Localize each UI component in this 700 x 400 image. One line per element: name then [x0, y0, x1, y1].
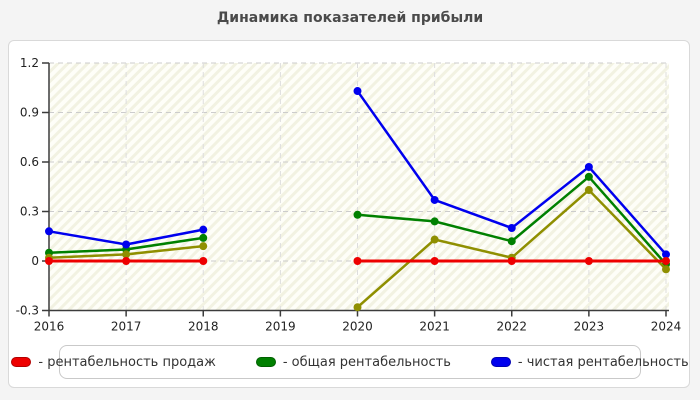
legend-label: - чистая рентабельность	[517, 354, 689, 370]
legend-item: - общая рентабельность	[255, 354, 451, 370]
y-tick-label: 0.3	[20, 205, 39, 219]
x-tick-label: 2020	[342, 320, 373, 334]
x-tick-label: 2017	[111, 320, 142, 334]
data-point	[662, 257, 670, 265]
data-point	[199, 257, 208, 265]
legend-label: - общая рентабельность	[282, 354, 451, 370]
data-point	[45, 227, 53, 236]
data-point	[353, 303, 362, 312]
x-tick-label: 2021	[419, 320, 450, 334]
legend-swatch-icon	[11, 357, 32, 367]
chart-container: -0.3 0 0.3 0.6 0.9 1.2 2016 2017 2018 2019 2020 202…	[8, 40, 690, 388]
legend-swatch-icon	[490, 357, 511, 367]
legend: - рентабельность продаж - общая рентабель…	[11, 345, 689, 379]
data-point	[122, 250, 131, 259]
data-point	[430, 195, 439, 204]
y-tick-label: 0.9	[20, 106, 39, 120]
data-point	[507, 257, 516, 265]
data-point	[199, 225, 208, 234]
data-point	[122, 240, 131, 249]
legend-label: - рентабельность продаж	[38, 354, 216, 370]
data-point	[662, 250, 670, 259]
data-point	[507, 237, 516, 246]
data-point	[584, 172, 593, 181]
chart-title: Динамика показателей прибыли	[216, 10, 484, 26]
x-tick-label: 2022	[496, 320, 527, 334]
data-point	[199, 233, 208, 242]
data-point	[430, 217, 439, 226]
data-point	[584, 162, 593, 171]
data-point	[122, 257, 131, 265]
data-point	[430, 235, 439, 244]
y-tick-label: 1.2	[20, 56, 39, 70]
profit-dynamics-chart: -0.3 0 0.3 0.6 0.9 1.2 2016 2017 2018 2019 2020 202…	[16, 56, 682, 334]
y-tick-label: 0.6	[20, 155, 39, 169]
x-tick-label: 2023	[574, 320, 605, 334]
data-point	[507, 224, 516, 232]
data-point	[430, 257, 439, 265]
data-point	[353, 87, 362, 96]
legend-swatch-icon	[255, 357, 276, 367]
data-point	[584, 257, 593, 265]
data-point	[584, 186, 593, 195]
x-tick-label: 2018	[188, 320, 219, 334]
y-tick-label: -0.3	[16, 304, 39, 318]
data-point	[199, 242, 208, 251]
x-tick-label: 2024	[651, 320, 682, 334]
y-tick-label: 0	[31, 254, 39, 268]
data-point	[353, 257, 362, 265]
data-point	[353, 210, 362, 219]
x-tick-label: 2019	[265, 320, 296, 334]
x-tick-label: 2016	[34, 320, 65, 334]
legend-item: - рентабельность продаж	[11, 354, 216, 370]
data-point	[662, 265, 670, 274]
data-point	[45, 257, 53, 265]
legend-item: - чистая рентабельность	[490, 354, 689, 370]
